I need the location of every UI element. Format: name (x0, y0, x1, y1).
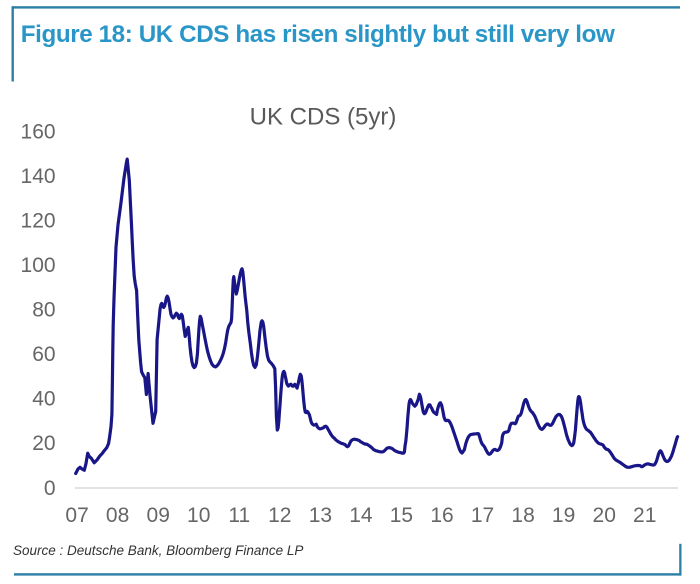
svg-text:10: 10 (187, 504, 210, 527)
svg-text:14: 14 (349, 504, 373, 527)
svg-text:19: 19 (552, 504, 575, 527)
svg-text:20: 20 (32, 432, 55, 455)
svg-text:80: 80 (32, 299, 55, 322)
svg-text:160: 160 (21, 120, 56, 143)
svg-text:40: 40 (32, 388, 55, 411)
svg-text:12: 12 (268, 504, 291, 527)
svg-text:15: 15 (390, 504, 413, 527)
svg-text:Source : Deutsche Bank, Bloomb: Source : Deutsche Bank, Bloomberg Financ… (13, 543, 303, 558)
svg-text:17: 17 (471, 504, 494, 527)
svg-text:20: 20 (593, 504, 616, 527)
svg-text:120: 120 (21, 210, 56, 233)
svg-text:Figure 18: UK CDS has risen sl: Figure 18: UK CDS has risen slightly but… (21, 21, 615, 48)
svg-text:16: 16 (430, 504, 453, 527)
svg-text:18: 18 (511, 504, 534, 527)
svg-text:13: 13 (309, 504, 332, 527)
svg-text:0: 0 (44, 477, 56, 500)
svg-text:21: 21 (633, 504, 656, 527)
svg-text:08: 08 (106, 504, 129, 527)
svg-text:11: 11 (228, 504, 250, 527)
svg-text:07: 07 (65, 504, 88, 527)
svg-text:UK CDS (5yr): UK CDS (5yr) (250, 104, 397, 131)
svg-text:09: 09 (147, 504, 170, 527)
svg-text:100: 100 (21, 254, 56, 277)
svg-text:60: 60 (32, 343, 55, 366)
svg-text:140: 140 (21, 165, 56, 188)
